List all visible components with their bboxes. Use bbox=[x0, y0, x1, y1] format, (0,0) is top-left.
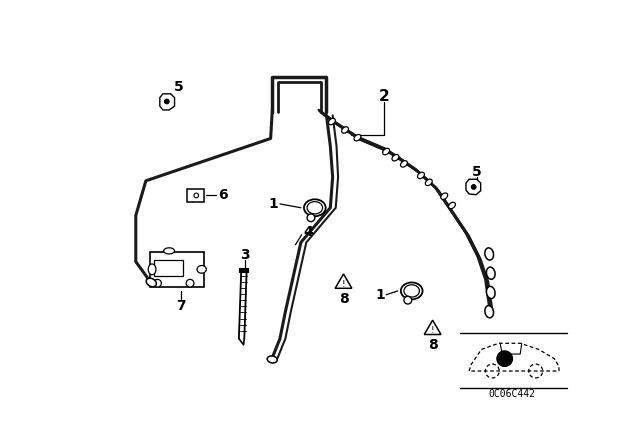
Ellipse shape bbox=[392, 155, 399, 161]
Text: 5: 5 bbox=[173, 80, 183, 94]
Ellipse shape bbox=[146, 278, 156, 287]
Bar bbox=[187, 189, 204, 202]
Polygon shape bbox=[160, 94, 175, 110]
Text: 3: 3 bbox=[240, 248, 250, 262]
Ellipse shape bbox=[268, 356, 277, 363]
Ellipse shape bbox=[304, 199, 326, 216]
Ellipse shape bbox=[486, 267, 495, 279]
Circle shape bbox=[404, 296, 412, 304]
Bar bbox=[154, 260, 183, 276]
Polygon shape bbox=[466, 179, 481, 195]
Ellipse shape bbox=[401, 161, 408, 167]
Polygon shape bbox=[424, 320, 441, 335]
Text: 4: 4 bbox=[304, 225, 314, 239]
Text: 6: 6 bbox=[219, 188, 228, 202]
Ellipse shape bbox=[148, 264, 156, 275]
Bar bbox=[150, 252, 204, 287]
Text: 8: 8 bbox=[339, 292, 348, 306]
Circle shape bbox=[472, 185, 476, 190]
Text: 1: 1 bbox=[375, 288, 385, 302]
Ellipse shape bbox=[401, 282, 422, 299]
Ellipse shape bbox=[328, 118, 335, 125]
Circle shape bbox=[307, 214, 315, 222]
Ellipse shape bbox=[449, 202, 456, 209]
Ellipse shape bbox=[485, 248, 493, 260]
Ellipse shape bbox=[417, 172, 424, 179]
Circle shape bbox=[154, 280, 161, 287]
Ellipse shape bbox=[486, 286, 495, 298]
Circle shape bbox=[497, 351, 513, 366]
Ellipse shape bbox=[164, 248, 175, 254]
Text: 1: 1 bbox=[269, 197, 278, 211]
Ellipse shape bbox=[354, 134, 361, 141]
Text: 7: 7 bbox=[176, 298, 186, 313]
Ellipse shape bbox=[426, 179, 432, 185]
Bar bbox=[239, 268, 248, 272]
Ellipse shape bbox=[383, 148, 390, 155]
Circle shape bbox=[164, 99, 169, 104]
Circle shape bbox=[186, 280, 194, 287]
Ellipse shape bbox=[342, 127, 349, 133]
Ellipse shape bbox=[197, 266, 206, 273]
Polygon shape bbox=[335, 274, 352, 289]
Ellipse shape bbox=[441, 193, 448, 199]
Text: 8: 8 bbox=[428, 338, 438, 352]
Text: 2: 2 bbox=[378, 89, 389, 103]
Text: 0C06C442: 0C06C442 bbox=[488, 389, 535, 399]
Text: !: ! bbox=[342, 280, 346, 289]
Text: !: ! bbox=[431, 327, 435, 336]
Text: 5: 5 bbox=[472, 164, 482, 179]
Ellipse shape bbox=[485, 306, 493, 318]
